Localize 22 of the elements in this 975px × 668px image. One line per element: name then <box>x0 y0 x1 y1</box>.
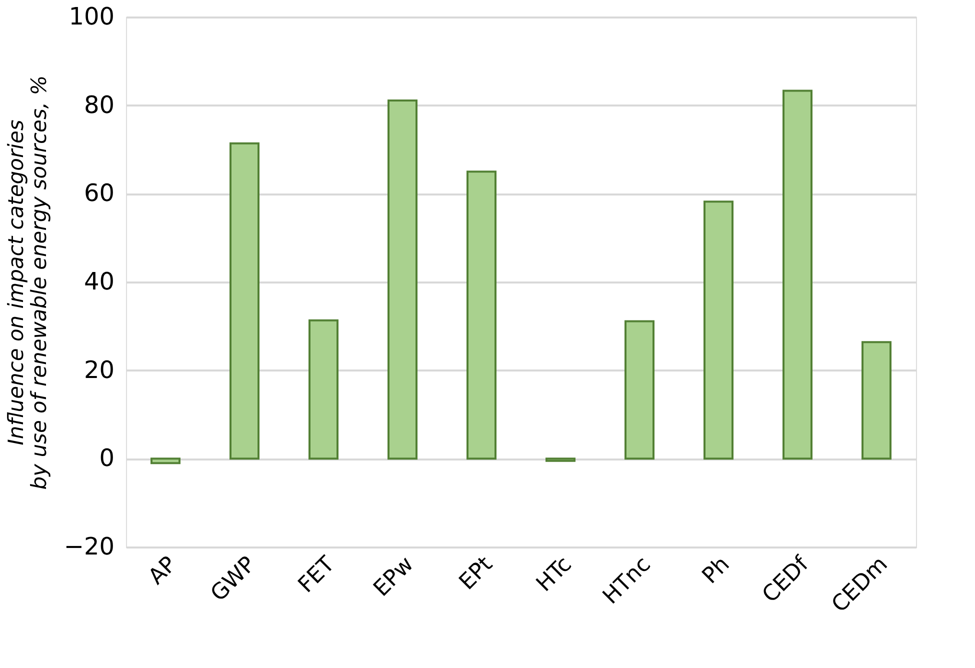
y-tick-label: −20 <box>64 532 114 560</box>
x-tick-label: AP <box>144 552 182 590</box>
x-tick-label: HTc <box>532 552 577 597</box>
bar <box>704 200 734 460</box>
bar <box>308 319 338 460</box>
bar <box>782 90 812 460</box>
bar <box>388 99 418 460</box>
y-tick-label: 60 <box>84 179 114 208</box>
y-tick-label: 40 <box>84 268 114 296</box>
y-axis-title: Influence on impact categories by use of renewable energy sources, % <box>4 75 51 490</box>
y-tick-label: 100 <box>68 2 114 30</box>
bar <box>466 170 496 460</box>
bar <box>624 320 654 460</box>
bar <box>150 458 180 464</box>
x-tick-label: EPt <box>454 552 498 596</box>
bar <box>862 341 892 460</box>
y-tick-label: 80 <box>84 90 114 119</box>
x-tick-label: Ph <box>698 552 735 590</box>
y-tick-label: 0 <box>99 444 114 472</box>
y-tick-label: 20 <box>84 356 114 384</box>
bar <box>546 458 576 462</box>
bar <box>230 142 260 460</box>
